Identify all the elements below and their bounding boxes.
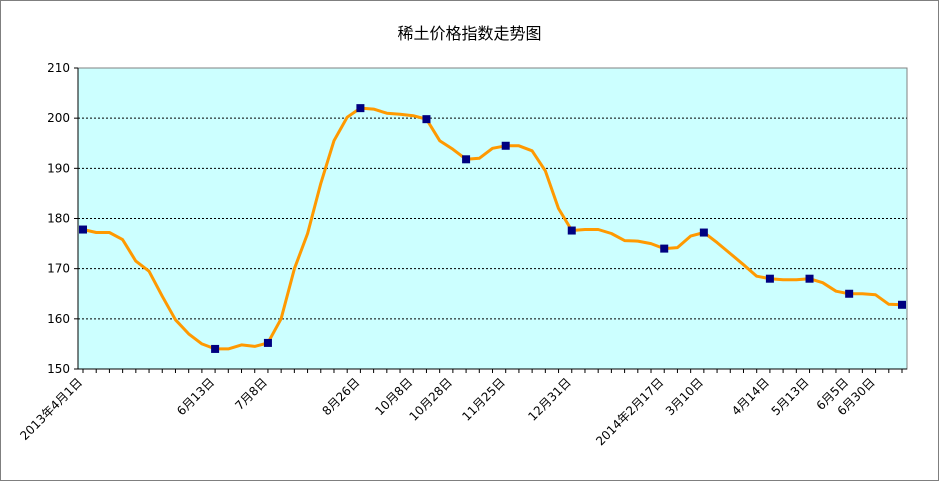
data-point bbox=[660, 244, 669, 253]
series-line bbox=[81, 106, 904, 351]
y-tick-label: 200 bbox=[47, 111, 70, 125]
data-point bbox=[898, 300, 906, 309]
x-tick-label: 8月26日 bbox=[319, 375, 362, 418]
data-point bbox=[765, 274, 774, 283]
data-point bbox=[567, 226, 576, 235]
x-tick-label: 6月13日 bbox=[174, 375, 217, 418]
chart-title: 稀土价格指数走势图 bbox=[397, 24, 542, 43]
y-tick-label: 180 bbox=[47, 212, 70, 226]
x-tick-label: 4月14日 bbox=[729, 375, 772, 418]
x-tick-label: 5月13日 bbox=[769, 375, 812, 418]
y-tick-label: 170 bbox=[47, 262, 70, 276]
x-tick-label: 12月31日 bbox=[525, 375, 573, 423]
y-tick-label: 150 bbox=[47, 362, 70, 376]
data-point bbox=[845, 289, 854, 298]
x-tick-label: 3月10日 bbox=[663, 375, 706, 418]
data-point bbox=[699, 228, 708, 237]
data-point bbox=[356, 104, 365, 113]
data-point bbox=[805, 274, 814, 283]
y-tick-label: 190 bbox=[47, 161, 70, 175]
data-point bbox=[462, 155, 471, 164]
data-point bbox=[211, 344, 220, 353]
x-tick-label: 11月25日 bbox=[459, 375, 507, 423]
data-point bbox=[263, 338, 272, 347]
y-tick-label: 160 bbox=[47, 312, 70, 326]
plot-area bbox=[77, 67, 908, 370]
x-tick-label: 2013年4月1日 bbox=[17, 375, 85, 443]
x-tick-label: 2014年2月17日 bbox=[593, 375, 666, 448]
data-point bbox=[79, 225, 87, 234]
y-tick-label: 210 bbox=[47, 61, 70, 75]
data-point bbox=[422, 115, 431, 124]
data-point bbox=[501, 141, 510, 150]
x-tick-label: 7月8日 bbox=[232, 375, 270, 413]
x-tick-label: 10月28日 bbox=[407, 375, 455, 423]
